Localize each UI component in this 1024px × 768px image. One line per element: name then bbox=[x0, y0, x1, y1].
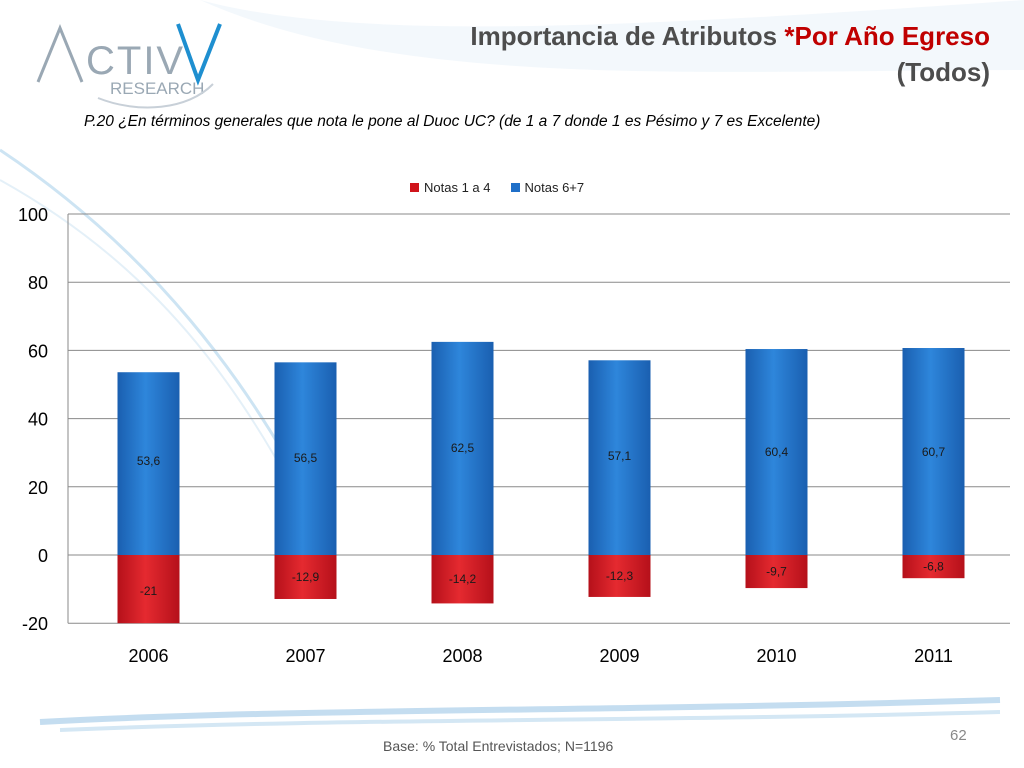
data-label-notas-1-4: -6,8 bbox=[923, 560, 944, 574]
data-label-notas-6-7: 56,5 bbox=[294, 451, 318, 465]
legend-item-notas-1-4: Notas 1 a 4 bbox=[410, 180, 491, 195]
x-tick-label: 2006 bbox=[128, 646, 168, 666]
legend-label-notas-6-7: Notas 6+7 bbox=[524, 180, 585, 195]
bar-notas-1-4 bbox=[117, 555, 180, 624]
bar-notas-1-4 bbox=[431, 555, 494, 604]
data-label-notas-1-4: -9,7 bbox=[766, 565, 787, 579]
bar-notas-6-7 bbox=[902, 348, 965, 555]
data-label-notas-6-7: 57,1 bbox=[608, 449, 632, 463]
bar-notas-6-7 bbox=[117, 372, 180, 555]
title-sub: (Todos) bbox=[896, 57, 990, 87]
bar-notas-6-7 bbox=[274, 362, 337, 555]
data-label-notas-1-4: -21 bbox=[140, 584, 158, 598]
page-number: 62 bbox=[950, 727, 967, 744]
base-footnote: Base: % Total Entrevistados; N=1196 bbox=[383, 738, 614, 754]
legend-label-notas-1-4: Notas 1 a 4 bbox=[424, 180, 491, 195]
y-tick-label: 0 bbox=[38, 546, 48, 566]
chart-legend: Notas 1 a 4 Notas 6+7 bbox=[410, 180, 604, 195]
bar-notas-6-7 bbox=[745, 349, 808, 555]
y-tick-label: 60 bbox=[28, 341, 48, 361]
bar-notas-1-4 bbox=[274, 555, 337, 599]
x-tick-label: 2009 bbox=[599, 646, 639, 666]
data-label-notas-6-7: 60,4 bbox=[765, 445, 789, 459]
x-tick-label: 2010 bbox=[756, 646, 796, 666]
legend-swatch-red bbox=[410, 183, 419, 192]
legend-item-notas-6-7: Notas 6+7 bbox=[510, 180, 585, 195]
survey-question: P.20 ¿En términos generales que nota le … bbox=[84, 113, 821, 130]
bar-notas-6-7 bbox=[431, 341, 494, 555]
bar-notas-6-7 bbox=[588, 360, 651, 555]
y-tick-label: -20 bbox=[22, 614, 48, 634]
title-accent: *Por Año Egreso bbox=[784, 21, 990, 51]
x-tick-label: 2011 bbox=[914, 646, 953, 666]
legend-swatch-blue bbox=[510, 183, 520, 192]
bar-notas-1-4 bbox=[588, 555, 651, 597]
bar-notas-1-4 bbox=[902, 555, 965, 579]
data-label-notas-6-7: 60,7 bbox=[922, 445, 946, 459]
data-label-notas-1-4: -12,9 bbox=[292, 570, 320, 584]
x-tick-label: 2008 bbox=[442, 646, 482, 666]
bar-notas-1-4 bbox=[745, 555, 808, 589]
data-label-notas-1-4: -14,2 bbox=[449, 572, 477, 586]
y-tick-label: 100 bbox=[18, 205, 48, 225]
y-tick-label: 20 bbox=[28, 478, 48, 498]
y-tick-label: 80 bbox=[28, 273, 48, 293]
data-label-notas-6-7: 62,5 bbox=[451, 441, 475, 455]
svg-text:CTIV: CTIV bbox=[86, 39, 185, 83]
page-title: Importancia de Atributos *Por Año Egreso… bbox=[470, 18, 990, 90]
svg-text:RESEARCH: RESEARCH bbox=[110, 79, 204, 98]
data-label-notas-6-7: 53,6 bbox=[137, 454, 161, 468]
x-tick-label: 2007 bbox=[285, 646, 325, 666]
y-tick-label: 40 bbox=[28, 410, 48, 430]
data-label-notas-1-4: -12,3 bbox=[606, 569, 634, 583]
title-main: Importancia de Atributos bbox=[470, 21, 785, 51]
activa-research-logo: CTIV RESEARCH bbox=[36, 23, 222, 109]
